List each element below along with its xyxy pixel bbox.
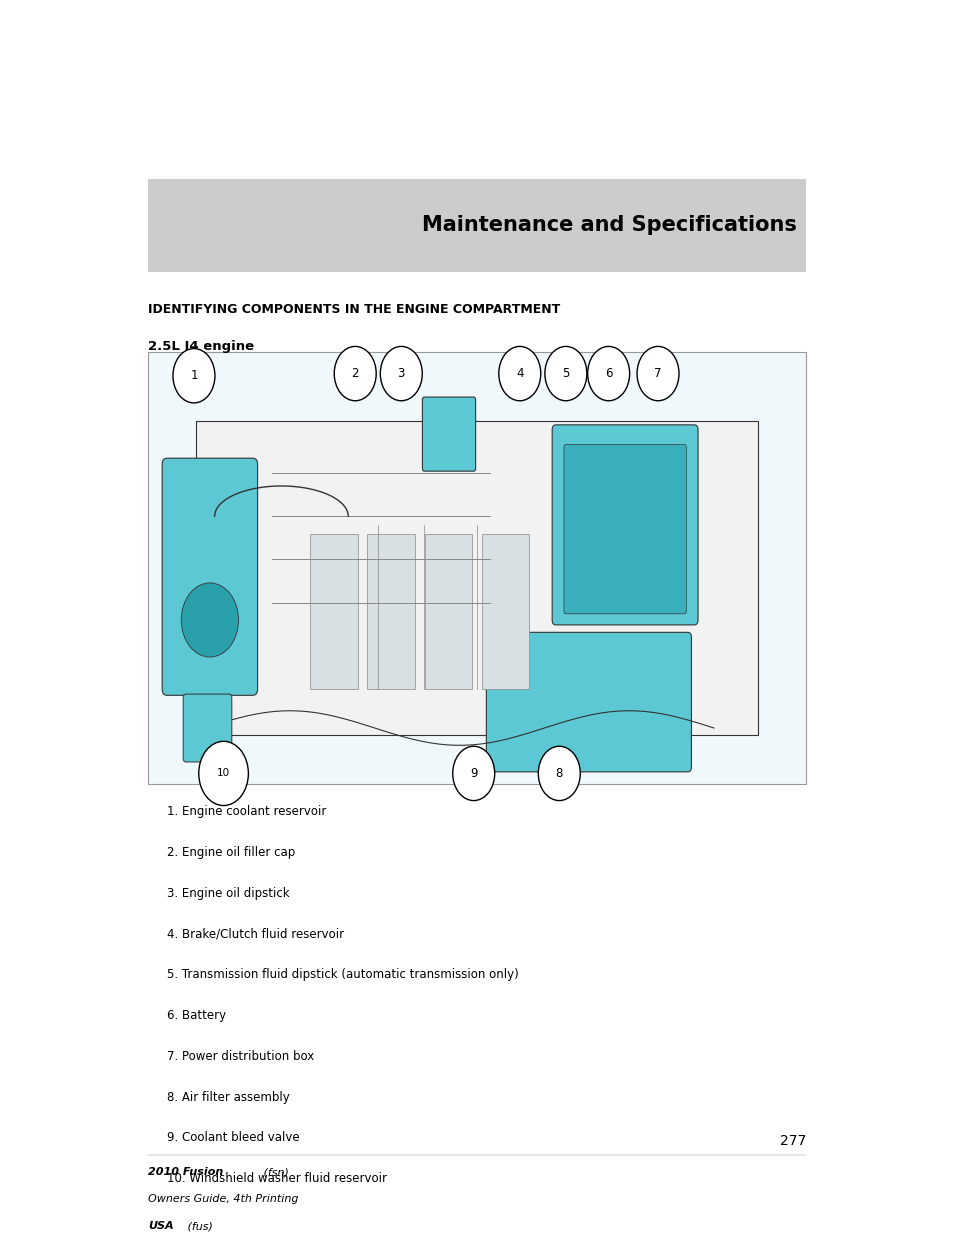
Text: 2: 2 bbox=[351, 367, 358, 380]
FancyBboxPatch shape bbox=[422, 396, 476, 471]
Circle shape bbox=[181, 583, 238, 657]
Text: (fsn): (fsn) bbox=[260, 1167, 289, 1177]
Text: 6. Battery: 6. Battery bbox=[167, 1009, 226, 1023]
FancyBboxPatch shape bbox=[162, 458, 257, 695]
Text: 277: 277 bbox=[779, 1134, 805, 1147]
Circle shape bbox=[544, 347, 586, 400]
Text: 3: 3 bbox=[397, 367, 405, 380]
Text: Owners Guide, 4th Printing: Owners Guide, 4th Printing bbox=[148, 1194, 298, 1204]
Circle shape bbox=[198, 741, 248, 805]
Text: 4: 4 bbox=[516, 367, 523, 380]
Text: IDENTIFYING COMPONENTS IN THE ENGINE COMPARTMENT: IDENTIFYING COMPONENTS IN THE ENGINE COM… bbox=[148, 303, 559, 316]
Text: 7: 7 bbox=[654, 367, 661, 380]
Text: USA: USA bbox=[148, 1221, 173, 1231]
FancyBboxPatch shape bbox=[486, 632, 691, 772]
Polygon shape bbox=[195, 421, 758, 735]
Circle shape bbox=[172, 348, 214, 403]
FancyBboxPatch shape bbox=[148, 352, 805, 784]
Text: 3. Engine oil dipstick: 3. Engine oil dipstick bbox=[167, 887, 290, 900]
Circle shape bbox=[380, 347, 422, 400]
Text: 9. Coolant bleed valve: 9. Coolant bleed valve bbox=[167, 1131, 299, 1145]
Circle shape bbox=[537, 746, 579, 800]
Circle shape bbox=[498, 347, 540, 400]
Text: 8. Air filter assembly: 8. Air filter assembly bbox=[167, 1091, 290, 1104]
Text: 4. Brake/Clutch fluid reservoir: 4. Brake/Clutch fluid reservoir bbox=[167, 927, 344, 941]
FancyBboxPatch shape bbox=[552, 425, 698, 625]
FancyBboxPatch shape bbox=[563, 445, 685, 614]
Text: 7. Power distribution box: 7. Power distribution box bbox=[167, 1050, 314, 1063]
Text: 2.5L I4 engine: 2.5L I4 engine bbox=[148, 340, 253, 353]
Text: 5. Transmission fluid dipstick (automatic transmission only): 5. Transmission fluid dipstick (automati… bbox=[167, 968, 518, 982]
Text: 2010 Fusion: 2010 Fusion bbox=[148, 1167, 223, 1177]
Circle shape bbox=[334, 347, 375, 400]
Text: (fus): (fus) bbox=[184, 1221, 213, 1231]
Text: 5: 5 bbox=[561, 367, 569, 380]
Text: 9: 9 bbox=[470, 767, 476, 781]
Text: 1. Engine coolant reservoir: 1. Engine coolant reservoir bbox=[167, 805, 326, 819]
Text: 1: 1 bbox=[190, 369, 197, 383]
Text: 8: 8 bbox=[555, 767, 562, 781]
Polygon shape bbox=[310, 534, 357, 689]
Polygon shape bbox=[424, 534, 472, 689]
Circle shape bbox=[453, 746, 495, 800]
Circle shape bbox=[637, 347, 679, 400]
Text: 10. Windshield washer fluid reservoir: 10. Windshield washer fluid reservoir bbox=[167, 1172, 387, 1186]
Text: 10: 10 bbox=[216, 768, 230, 778]
Polygon shape bbox=[481, 534, 529, 689]
Polygon shape bbox=[367, 534, 415, 689]
Text: 6: 6 bbox=[604, 367, 612, 380]
FancyBboxPatch shape bbox=[148, 179, 805, 272]
Text: Maintenance and Specifications: Maintenance and Specifications bbox=[421, 215, 796, 236]
FancyBboxPatch shape bbox=[183, 694, 232, 762]
Text: 2. Engine oil filler cap: 2. Engine oil filler cap bbox=[167, 846, 294, 860]
Circle shape bbox=[587, 347, 629, 400]
